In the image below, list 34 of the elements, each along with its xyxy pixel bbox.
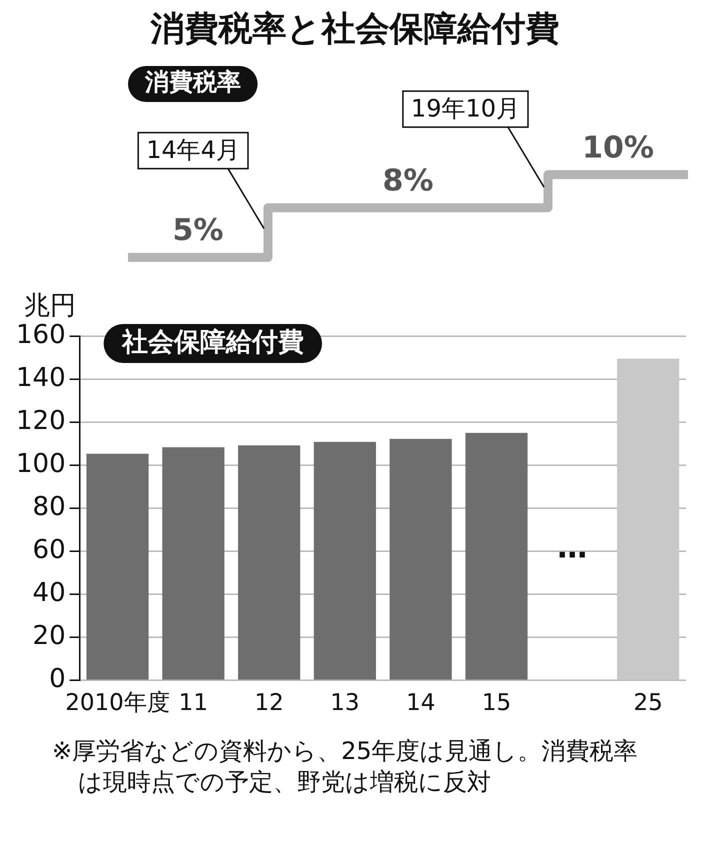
y-tick-label: 100 (16, 448, 66, 479)
y-tick-label: 20 (32, 621, 66, 652)
data-label: 8% (382, 164, 434, 199)
y-axis-title: 兆円 (24, 290, 76, 321)
x-tick-label: 11 (178, 690, 208, 716)
text: 14年4月 (146, 136, 240, 164)
text: 19年10月 (410, 94, 520, 122)
bar (465, 432, 528, 680)
y-tick-label: 160 (16, 320, 66, 350)
y-tick-label: 140 (16, 362, 66, 393)
bar (390, 438, 452, 680)
data-label: 5% (172, 213, 224, 248)
bar (617, 358, 680, 680)
y-tick-label: 0 (49, 664, 66, 694)
data-label: 10% (582, 130, 654, 166)
y-tick-label: 120 (16, 406, 66, 436)
y-tick-label: 80 (32, 492, 66, 522)
bar (86, 454, 149, 680)
chart-title: 消費税率と社会保障給付費 (150, 8, 560, 49)
x-tick-label: 25 (633, 690, 663, 716)
bar (238, 445, 300, 680)
chart-title: 社会保障給付費 (120, 327, 304, 358)
bar (314, 442, 376, 680)
x-tick-label: 14 (406, 690, 436, 716)
y-tick-label: 60 (32, 535, 66, 565)
annotation: … (557, 530, 588, 566)
x-tick-label: 15 (482, 690, 512, 716)
bar (162, 447, 224, 680)
x-tick-label: 12 (254, 690, 284, 716)
x-tick-label: 13 (330, 690, 360, 716)
text: ※厚労省などの資料から、25年度は見通し。消費税率は現時点での予定、野党は増税に反対 (52, 736, 639, 798)
chart-subtitle: 消費税率 (144, 68, 241, 96)
y-tick-label: 40 (32, 578, 66, 608)
x-tick-label: 2010年度 (65, 690, 170, 716)
